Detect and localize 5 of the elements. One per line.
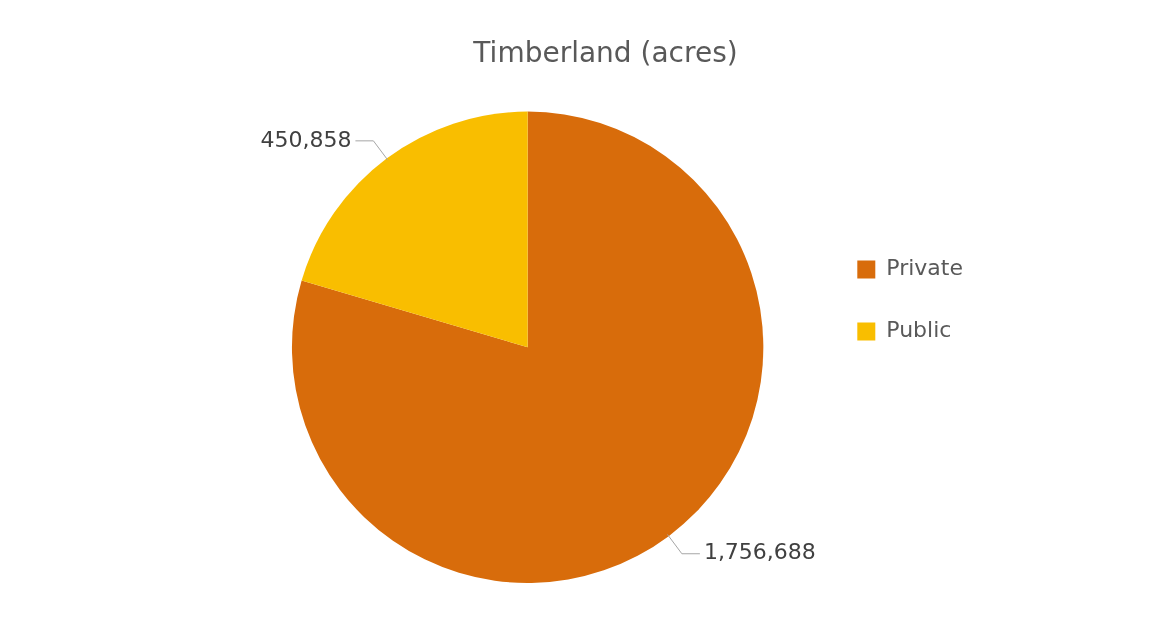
chart-title: Timberland (acres)	[472, 36, 738, 70]
data-label: 1,756,688	[703, 539, 816, 565]
legend-label: Public	[886, 317, 952, 343]
legend-label: Private	[886, 255, 963, 281]
data-label: 450,858	[260, 126, 352, 152]
